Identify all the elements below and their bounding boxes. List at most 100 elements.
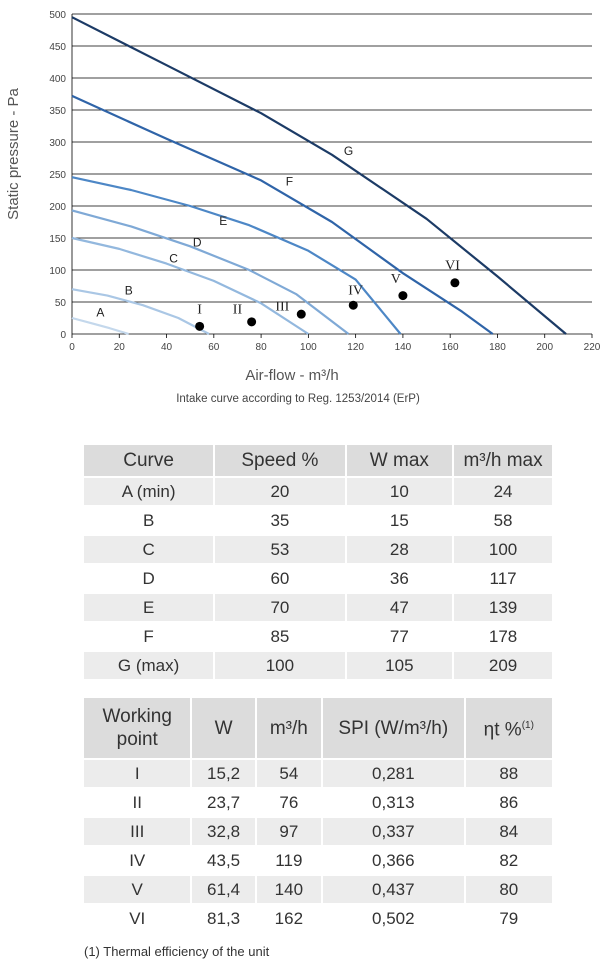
curve-table-cell: 209 bbox=[454, 652, 552, 679]
working-point-table-cell: 54 bbox=[256, 760, 321, 787]
y-tick-label: 200 bbox=[49, 202, 66, 213]
curve-f bbox=[71, 94, 494, 335]
curve-table-cell: 139 bbox=[454, 594, 552, 621]
working-point-table-cell: 0,281 bbox=[322, 760, 464, 787]
working-point-table-cell: 80 bbox=[465, 876, 552, 903]
x-tick-label: 120 bbox=[347, 342, 364, 353]
x-tick-label: 200 bbox=[536, 342, 553, 353]
y-tick-label: 300 bbox=[49, 138, 66, 149]
header-spi: SPI (W/m³/h) bbox=[322, 698, 464, 758]
curve-table-row: E 70 47 139 bbox=[84, 594, 552, 621]
curve-table-cell: E bbox=[84, 594, 214, 621]
curve-d bbox=[71, 209, 350, 335]
working-point-label: III bbox=[275, 299, 289, 314]
x-tick-label: 20 bbox=[114, 342, 126, 353]
curve-table-row: B 35 15 58 bbox=[84, 507, 552, 534]
x-tick-label: 220 bbox=[584, 342, 601, 353]
working-point-table-cell: 43,5 bbox=[192, 847, 255, 874]
header-m3h-max: m³/h max bbox=[454, 445, 552, 476]
curve-table-cell: 24 bbox=[454, 478, 552, 505]
curve-table-cell: 10 bbox=[346, 478, 453, 505]
working-point-label: II bbox=[233, 303, 243, 318]
working-point-table-cell: 23,7 bbox=[192, 789, 255, 816]
working-point-marker bbox=[348, 300, 358, 310]
curve-table-cell: 77 bbox=[346, 623, 453, 650]
curve-label: A bbox=[96, 306, 104, 320]
curve-table-row: F 85 77 178 bbox=[84, 623, 552, 650]
x-tick-label: 0 bbox=[69, 342, 75, 353]
header-working-point: Working point bbox=[84, 698, 191, 758]
working-point-table-header: Working point W m³/h SPI (W/m³/h) ηt %(1) bbox=[84, 698, 552, 758]
working-point-table-cell: I bbox=[84, 760, 191, 787]
header-w-max: W max bbox=[346, 445, 453, 476]
working-point-table: Working point W m³/h SPI (W/m³/h) ηt %(1)… bbox=[82, 696, 554, 934]
curve-a bbox=[71, 316, 130, 336]
curve-label: G bbox=[344, 144, 353, 158]
working-point-table-row: V 61,4 140 0,437 80 bbox=[84, 876, 552, 903]
working-point-label: IV bbox=[348, 283, 363, 298]
chart-subtitle: Intake curve according to Reg. 1253/2014… bbox=[176, 393, 420, 405]
curve-g bbox=[71, 16, 567, 335]
curve-table-cell: 47 bbox=[346, 594, 453, 621]
curve-table-row: A (min) 20 10 24 bbox=[84, 478, 552, 505]
working-point-table-row: III 32,8 97 0,337 84 bbox=[84, 818, 552, 845]
working-point-table-cell: IV bbox=[84, 847, 191, 874]
curve-table: Curve Speed % W max m³/h max A (min) 20 10… bbox=[82, 443, 554, 681]
working-point-table-cell: 97 bbox=[256, 818, 321, 845]
y-tick-label: 150 bbox=[49, 234, 66, 245]
x-tick-label: 80 bbox=[256, 342, 268, 353]
curve-table-cell: 53 bbox=[215, 536, 345, 563]
curve-label: C bbox=[169, 251, 178, 265]
working-point-table-cell: 0,502 bbox=[322, 905, 464, 932]
working-point-table-cell: 140 bbox=[256, 876, 321, 903]
working-point-table-cell: 76 bbox=[256, 789, 321, 816]
y-axis-label: Static pressure - Pa bbox=[5, 87, 22, 219]
header-speed: Speed % bbox=[215, 445, 345, 476]
x-axis-label: Air-flow - m³/h bbox=[245, 367, 338, 384]
curve-table-cell: 178 bbox=[454, 623, 552, 650]
working-point-table-cell: 88 bbox=[465, 760, 552, 787]
working-point-table-cell: 79 bbox=[465, 905, 552, 932]
working-point-table-cell: 0,437 bbox=[322, 876, 464, 903]
working-point-table-cell: 0,313 bbox=[322, 789, 464, 816]
working-point-marker bbox=[195, 321, 205, 331]
curve-table-cell: D bbox=[84, 565, 214, 592]
curve-table-cell: 15 bbox=[346, 507, 453, 534]
curve-table-cell: F bbox=[84, 623, 214, 650]
y-tick-label: 50 bbox=[55, 298, 67, 309]
curve-table-row: D 60 36 117 bbox=[84, 565, 552, 592]
x-tick-label: 60 bbox=[208, 342, 220, 353]
curve-table-cell: 85 bbox=[215, 623, 345, 650]
curve-label: E bbox=[219, 214, 227, 228]
header-w: W bbox=[192, 698, 255, 758]
working-point-table-cell: VI bbox=[84, 905, 191, 932]
curve-table-cell: 105 bbox=[346, 652, 453, 679]
working-point-marker bbox=[296, 309, 306, 319]
y-tick-label: 250 bbox=[49, 170, 66, 181]
x-tick-label: 140 bbox=[395, 342, 412, 353]
working-point-marker bbox=[450, 278, 460, 288]
curve-table-cell: 100 bbox=[215, 652, 345, 679]
working-point-table-row: IV 43,5 119 0,366 82 bbox=[84, 847, 552, 874]
y-tick-label: 400 bbox=[49, 74, 66, 85]
curve-e bbox=[71, 176, 402, 335]
y-tick-label: 100 bbox=[49, 266, 66, 277]
y-tick-label: 450 bbox=[49, 42, 66, 53]
curve-table-cell: 70 bbox=[215, 594, 345, 621]
curve-label: D bbox=[193, 235, 202, 249]
y-tick-label: 500 bbox=[49, 10, 66, 21]
working-point-table-cell: 86 bbox=[465, 789, 552, 816]
curve-table-cell: A (min) bbox=[84, 478, 214, 505]
x-tick-label: 160 bbox=[442, 342, 459, 353]
curve-table-row: G (max) 100 105 209 bbox=[84, 652, 552, 679]
working-point-table-cell: 162 bbox=[256, 905, 321, 932]
working-point-table-cell: 119 bbox=[256, 847, 321, 874]
curve-table-cell: 35 bbox=[215, 507, 345, 534]
working-point-table-cell: 15,2 bbox=[192, 760, 255, 787]
working-point-label: I bbox=[197, 303, 202, 318]
curve-label: B bbox=[125, 283, 133, 297]
working-point-marker bbox=[398, 291, 408, 301]
working-point-table-cell: 0,337 bbox=[322, 818, 464, 845]
curve-label: F bbox=[286, 175, 293, 189]
curve-table-cell: G (max) bbox=[84, 652, 214, 679]
